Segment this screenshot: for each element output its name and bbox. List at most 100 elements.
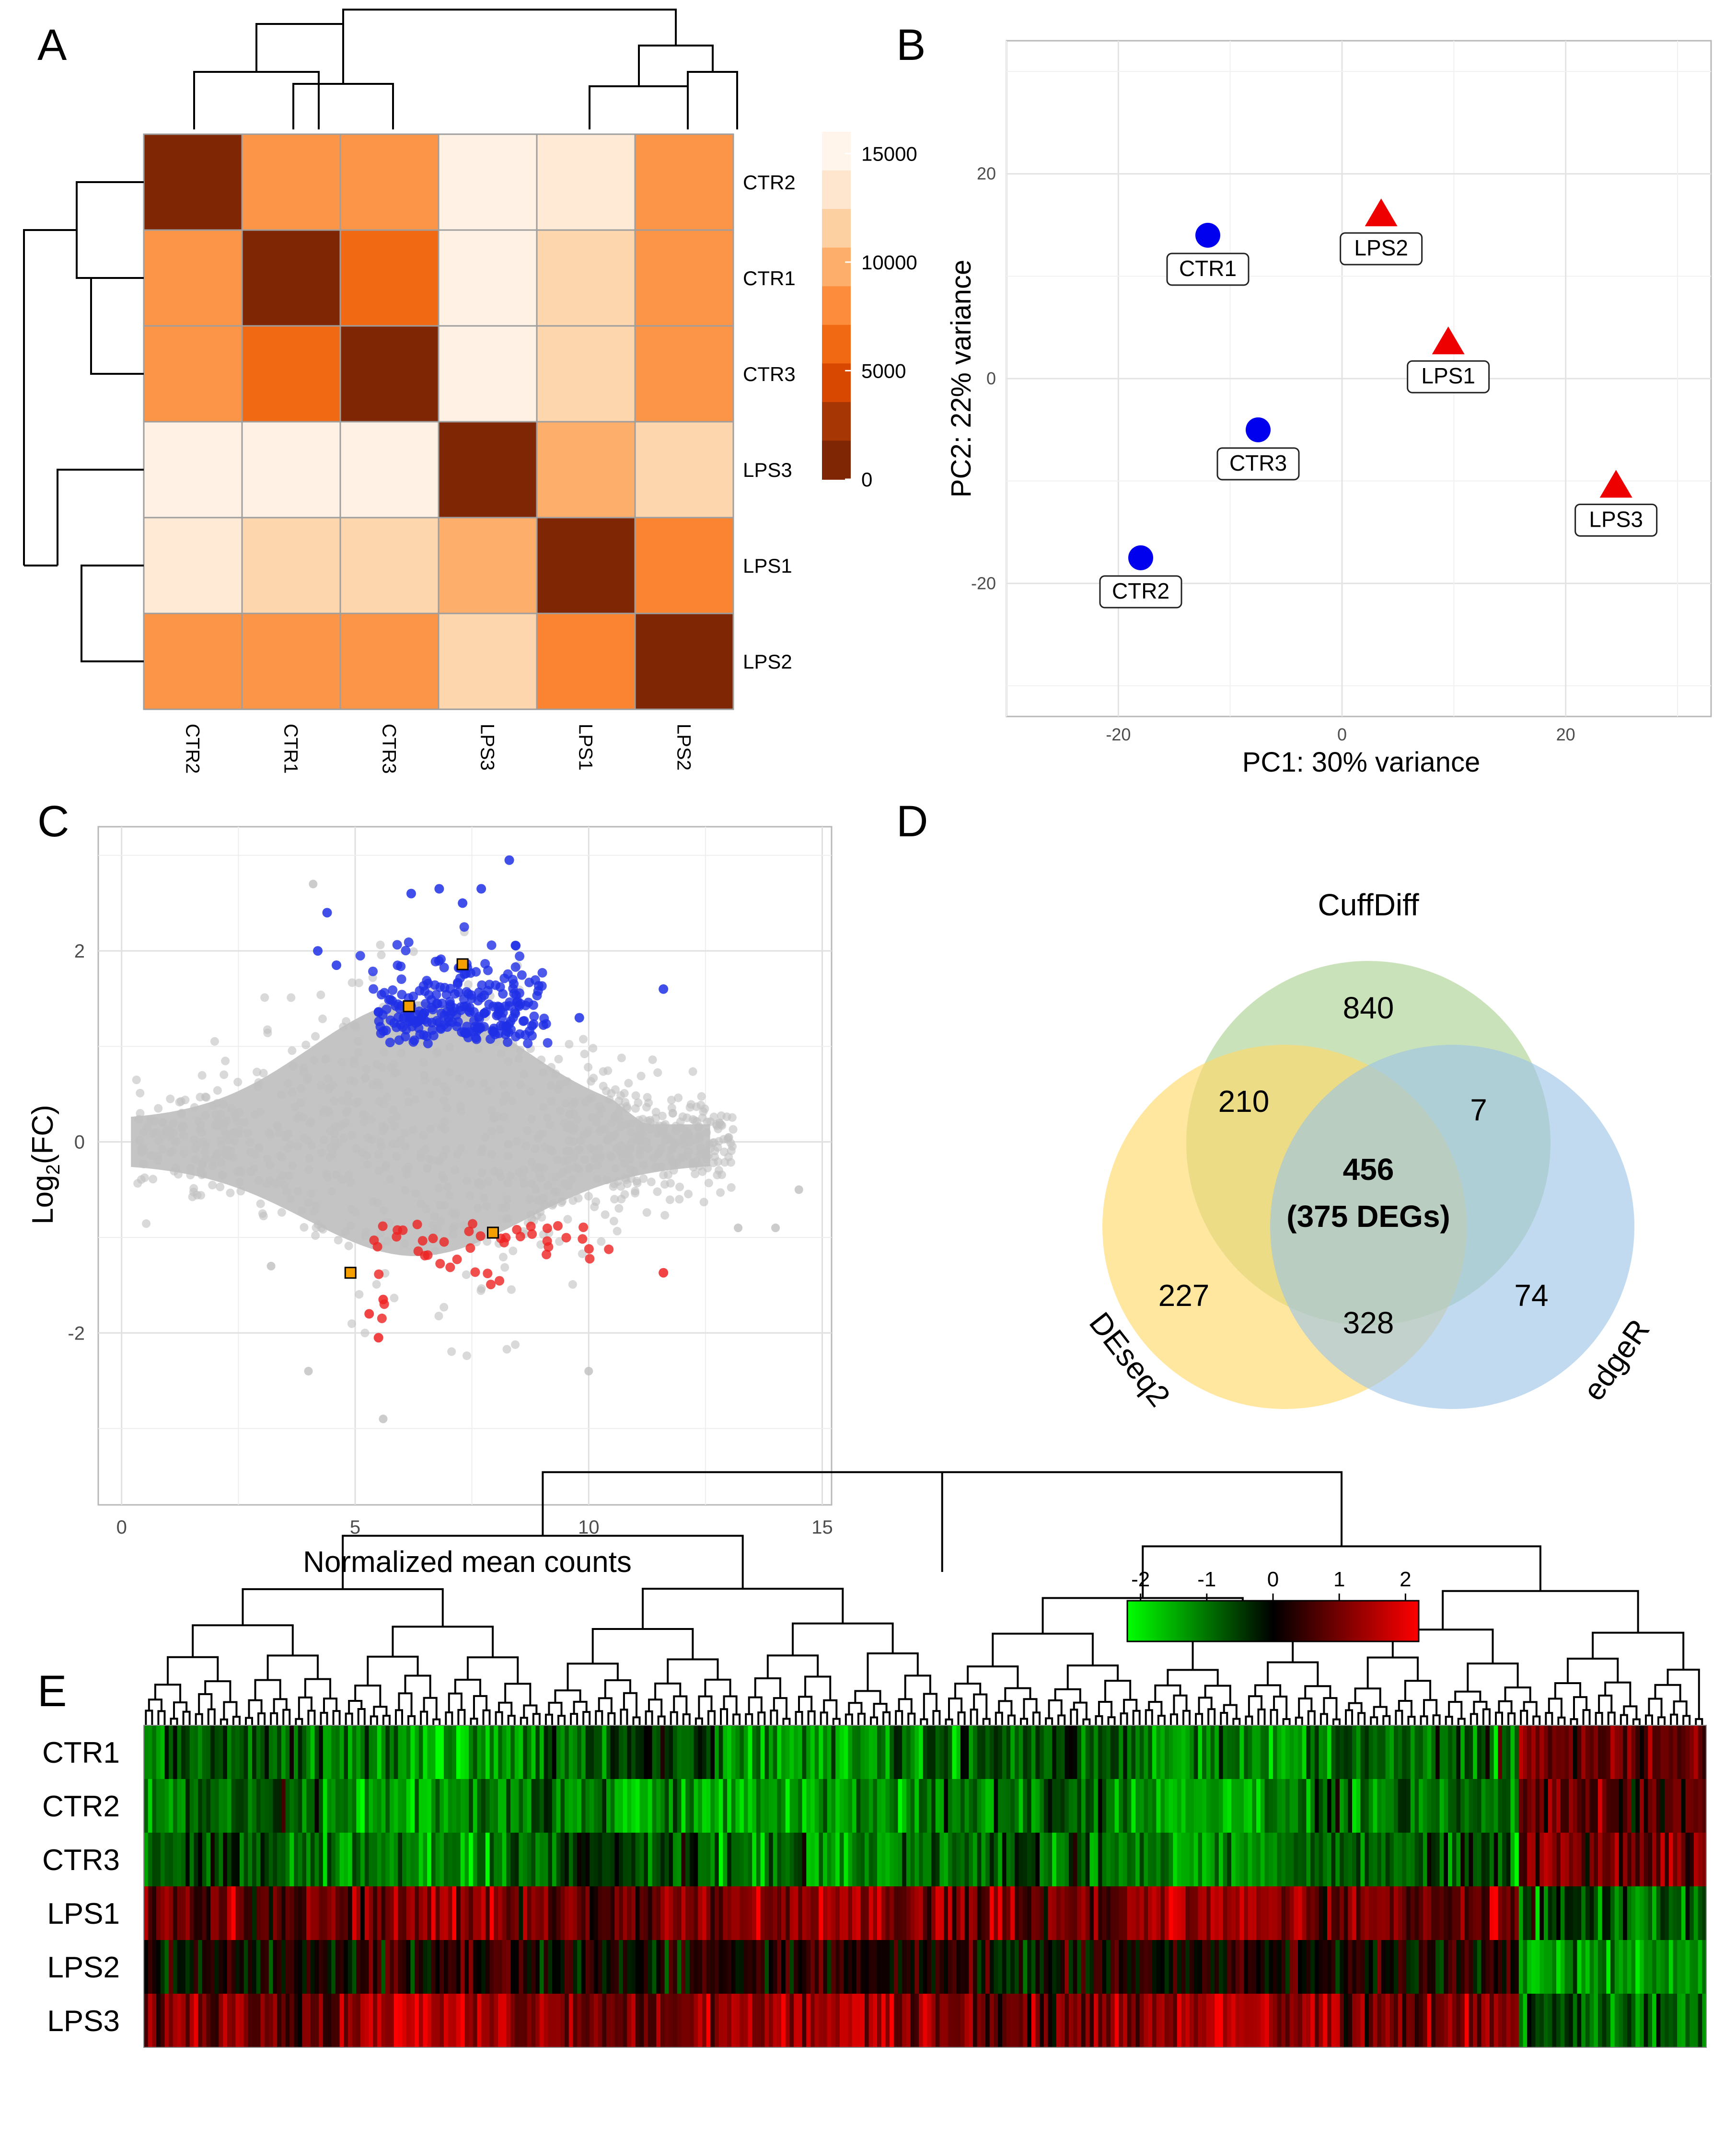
ma-point <box>692 1135 701 1144</box>
gene-heatmap-cell <box>1027 1886 1032 1940</box>
gene-heatmap-cell <box>1352 1886 1357 1940</box>
gene-heatmap-cell <box>1560 1886 1565 1940</box>
ma-point <box>627 1138 636 1147</box>
ma-point <box>344 1241 353 1250</box>
gene-heatmap-cell <box>185 1994 190 2047</box>
ma-point <box>569 1153 579 1162</box>
gene-heatmap-cell <box>289 1940 294 1994</box>
gene-heatmap-cell <box>1239 1994 1244 2047</box>
gene-heatmap-cell <box>835 1886 840 1940</box>
gene-heatmap-cell <box>1377 1779 1382 1833</box>
gene-heatmap-cell <box>481 1779 486 1833</box>
gene-heatmap-cell <box>1081 1994 1086 2047</box>
ma-point <box>455 1074 464 1083</box>
gene-heatmap-cell <box>960 1940 965 1994</box>
gene-heatmap-cell <box>160 1886 165 1940</box>
dendrogram-branch <box>820 1711 828 1725</box>
gene-heatmap-cell <box>1160 1886 1165 1940</box>
gene-heatmap-cell <box>410 1725 415 1779</box>
gene-heatmap-cell <box>756 1886 761 1940</box>
gene-heatmap-cell <box>1110 1779 1115 1833</box>
gene-heatmap-cell <box>1610 1833 1615 1886</box>
gene-heatmap-cell <box>1264 1940 1269 1994</box>
dendrogram-branch <box>1473 1700 1488 1714</box>
gene-heatmap-cell <box>852 1994 857 2047</box>
gene-heatmap-cell <box>144 1940 149 1994</box>
gene-heatmap-cell <box>198 1779 203 1833</box>
ma-point <box>660 1211 670 1220</box>
ma-point-cloud-core <box>131 1001 710 1256</box>
gene-heatmap-cell <box>956 1779 961 1833</box>
gene-heatmap-cell <box>1452 1725 1457 1779</box>
gene-heatmap-cell <box>644 1994 648 2047</box>
ma-point <box>440 1303 449 1312</box>
gene-heatmap-cell <box>1581 1940 1586 1994</box>
gene-heatmap-cell <box>885 1833 890 1886</box>
ma-point <box>520 1070 529 1079</box>
gene-heatmap-cell <box>1619 1940 1623 1994</box>
dendrogram-branch <box>1604 1681 1632 1707</box>
heatmap-cell-LPS2-LPS2 <box>634 612 734 710</box>
gene-heatmap-cell <box>1319 1994 1324 2047</box>
gene-heatmap-cell <box>273 1779 278 1833</box>
gene-heatmap-cell <box>227 1940 232 1994</box>
gene-heatmap-cell <box>1106 1886 1111 1940</box>
gene-heatmap-cell <box>602 1940 607 1994</box>
panel-label-d: D <box>896 797 928 846</box>
gene-heatmap-cell <box>752 1940 757 1994</box>
gene-heatmap-cell <box>923 1833 928 1886</box>
gene-heatmap-cell <box>806 1940 811 1994</box>
gene-heatmap-cell <box>1389 1779 1394 1833</box>
ma-point <box>273 1122 282 1131</box>
ma-down-point <box>526 1222 536 1232</box>
ma-down-point <box>412 1219 422 1229</box>
ma-point <box>430 1212 439 1221</box>
ma-point <box>717 1111 726 1120</box>
ma-point <box>169 1119 178 1128</box>
ma-up-point <box>515 1029 525 1039</box>
gene-heatmap-cell <box>173 1886 178 1940</box>
ma-point <box>376 940 385 949</box>
gene-heatmap-cell <box>452 1833 457 1886</box>
gene-heatmap-cell <box>243 1725 249 1779</box>
gene-heatmap-cell <box>1693 1994 1699 2047</box>
dendrogram-branch <box>869 1716 879 1725</box>
dendrogram-branch <box>970 1709 978 1725</box>
gene-heatmap-cell <box>1193 1779 1199 1833</box>
gene-heatmap-cell <box>548 1725 553 1779</box>
gene-heatmap-cell <box>1414 1779 1419 1833</box>
ma-point <box>363 1133 372 1143</box>
gene-heatmap-cell <box>548 1886 553 1940</box>
ma-up-point <box>393 960 403 970</box>
gene-heatmap-cell <box>1523 1940 1528 1994</box>
dendrogram-branch <box>1057 1714 1066 1725</box>
gene-heatmap-cell <box>418 1886 424 1940</box>
gene-heatmap-cell <box>685 1940 690 1994</box>
ma-point <box>307 1189 316 1198</box>
gene-heatmap-cell <box>1331 1994 1336 2047</box>
gene-heatmap-cell <box>1419 1886 1424 1940</box>
gene-heatmap-cell <box>198 1833 203 1886</box>
gene-heatmap-cell <box>1427 1994 1432 2047</box>
gene-heatmap-cell <box>781 1886 786 1940</box>
gene-heatmap-cell <box>1648 1725 1653 1779</box>
ma-down-point <box>561 1233 571 1243</box>
ma-point <box>520 1166 529 1175</box>
gene-heatmap-cell <box>289 1779 294 1833</box>
gene-heatmap-cell <box>969 1833 973 1886</box>
gene-heatmap-cell <box>839 1940 845 1994</box>
gene-heatmap-cell <box>281 1994 286 2047</box>
gene-heatmap-cell <box>785 1994 790 2047</box>
dendrogram-branch <box>1348 1702 1363 1713</box>
gene-heatmap-cell <box>1460 1940 1465 1994</box>
gene-heatmap-cell <box>152 1994 157 2047</box>
ma-point <box>253 1067 262 1076</box>
ma-up-point <box>368 966 378 976</box>
ma-point <box>381 1162 390 1171</box>
gene-heatmap-cell <box>1389 1725 1394 1779</box>
gene-heatmap-cell <box>373 1725 378 1779</box>
gene-heatmap-cell <box>706 1779 711 1833</box>
gene-heatmap-cell <box>931 1940 936 1994</box>
gene-heatmap-cell <box>560 1725 565 1779</box>
ma-point <box>382 1092 392 1101</box>
